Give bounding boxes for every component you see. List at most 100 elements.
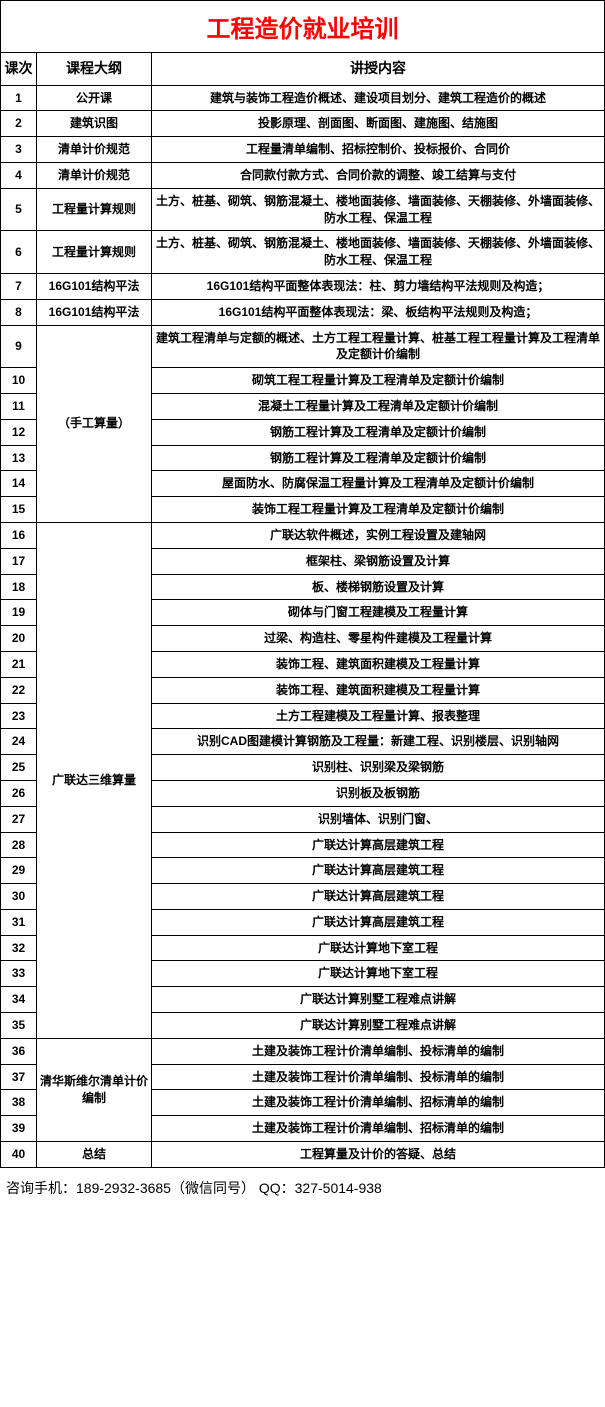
content-cell: 钢筋工程计算及工程清单及定额计价编制	[152, 419, 605, 445]
content-cell: 广联达软件概述，实例工程设置及建轴网	[152, 522, 605, 548]
content-cell: 广联达计算高层建筑工程	[152, 858, 605, 884]
lesson-number: 15	[1, 497, 37, 523]
lesson-number: 10	[1, 368, 37, 394]
content-cell: 16G101结构平面整体表现法：柱、剪力墙结构平法规则及构造；	[152, 273, 605, 299]
lesson-number: 13	[1, 445, 37, 471]
lesson-number: 5	[1, 188, 37, 231]
table-row: 2建筑识图投影原理、剖面图、断面图、建施图、结施图	[1, 111, 605, 137]
content-cell: 土建及装饰工程计价清单编制、招标清单的编制	[152, 1090, 605, 1116]
content-cell: 工程量清单编制、招标控制价、投标报价、合同价	[152, 137, 605, 163]
lesson-number: 35	[1, 1013, 37, 1039]
outline-cell: 16G101结构平法	[37, 299, 152, 325]
content-cell: 广联达计算高层建筑工程	[152, 884, 605, 910]
content-cell: 识别板及板钢筋	[152, 780, 605, 806]
outline-cell: 清单计价规范	[37, 137, 152, 163]
lesson-number: 24	[1, 729, 37, 755]
content-cell: 板、楼梯钢筋设置及计算	[152, 574, 605, 600]
lesson-number: 4	[1, 162, 37, 188]
header-content: 讲授内容	[152, 53, 605, 86]
lesson-number: 18	[1, 574, 37, 600]
header-num: 课次	[1, 53, 37, 86]
content-cell: 土建及装饰工程计价清单编制、投标清单的编制	[152, 1064, 605, 1090]
outline-cell: 公开课	[37, 85, 152, 111]
outline-cell: 建筑识图	[37, 111, 152, 137]
lesson-number: 25	[1, 755, 37, 781]
lesson-number: 21	[1, 651, 37, 677]
lesson-number: 30	[1, 884, 37, 910]
table-row: 4清单计价规范合同款付款方式、合同价款的调整、竣工结算与支付	[1, 162, 605, 188]
page-title: 工程造价就业培训	[0, 0, 605, 52]
content-cell: 建筑工程清单与定额的概述、土方工程工程量计算、桩基工程工程量计算及工程清单及定额…	[152, 325, 605, 368]
lesson-number: 9	[1, 325, 37, 368]
table-row: 1公开课建筑与装饰工程造价概述、建设项目划分、建筑工程造价的概述	[1, 85, 605, 111]
content-cell: 土方、桩基、砌筑、钢筋混凝土、楼地面装修、墙面装修、天棚装修、外墙面装修、防水工…	[152, 231, 605, 274]
content-cell: 土方工程建模及工程量计算、报表整理	[152, 703, 605, 729]
lesson-number: 36	[1, 1038, 37, 1064]
content-cell: 广联达计算高层建筑工程	[152, 832, 605, 858]
content-cell: 土方、桩基、砌筑、钢筋混凝土、楼地面装修、墙面装修、天棚装修、外墙面装修、防水工…	[152, 188, 605, 231]
content-cell: 砌筑工程工程量计算及工程清单及定额计价编制	[152, 368, 605, 394]
lesson-number: 16	[1, 522, 37, 548]
lesson-number: 1	[1, 85, 37, 111]
table-header-row: 课次 课程大纲 讲授内容	[1, 53, 605, 86]
content-cell: 广联达计算别墅工程难点讲解	[152, 987, 605, 1013]
contact-footer: 咨询手机：189-2932-3685（微信同号） QQ：327-5014-938	[0, 1168, 605, 1208]
content-cell: 广联达计算地下室工程	[152, 935, 605, 961]
content-cell: 过梁、构造柱、零星构件建模及工程量计算	[152, 626, 605, 652]
content-cell: 投影原理、剖面图、断面图、建施图、结施图	[152, 111, 605, 137]
content-cell: 16G101结构平面整体表现法：梁、板结构平法规则及构造；	[152, 299, 605, 325]
outline-cell: （手工算量）	[37, 325, 152, 522]
lesson-number: 27	[1, 806, 37, 832]
lesson-number: 37	[1, 1064, 37, 1090]
lesson-number: 39	[1, 1116, 37, 1142]
lesson-number: 26	[1, 780, 37, 806]
table-row: 36清华斯维尔清单计价编制土建及装饰工程计价清单编制、投标清单的编制	[1, 1038, 605, 1064]
outline-cell: 总结	[37, 1142, 152, 1168]
table-row: 716G101结构平法16G101结构平面整体表现法：柱、剪力墙结构平法规则及构…	[1, 273, 605, 299]
table-row: 6工程量计算规则土方、桩基、砌筑、钢筋混凝土、楼地面装修、墙面装修、天棚装修、外…	[1, 231, 605, 274]
content-cell: 装饰工程、建筑面积建模及工程量计算	[152, 677, 605, 703]
lesson-number: 19	[1, 600, 37, 626]
content-cell: 装饰工程工程量计算及工程清单及定额计价编制	[152, 497, 605, 523]
table-row: 40总结工程算量及计价的答疑、总结	[1, 1142, 605, 1168]
content-cell: 框架柱、梁钢筋设置及计算	[152, 548, 605, 574]
lesson-number: 2	[1, 111, 37, 137]
header-outline: 课程大纲	[37, 53, 152, 86]
lesson-number: 6	[1, 231, 37, 274]
content-cell: 钢筋工程计算及工程清单及定额计价编制	[152, 445, 605, 471]
content-cell: 识别柱、识别梁及梁钢筋	[152, 755, 605, 781]
lesson-number: 20	[1, 626, 37, 652]
lesson-number: 7	[1, 273, 37, 299]
lesson-number: 34	[1, 987, 37, 1013]
content-cell: 识别墙体、识别门窗、	[152, 806, 605, 832]
table-row: 9（手工算量）建筑工程清单与定额的概述、土方工程工程量计算、桩基工程工程量计算及…	[1, 325, 605, 368]
lesson-number: 14	[1, 471, 37, 497]
content-cell: 建筑与装饰工程造价概述、建设项目划分、建筑工程造价的概述	[152, 85, 605, 111]
table-row: 16广联达三维算量广联达软件概述，实例工程设置及建轴网	[1, 522, 605, 548]
content-cell: 土建及装饰工程计价清单编制、投标清单的编制	[152, 1038, 605, 1064]
outline-cell: 广联达三维算量	[37, 522, 152, 1038]
lesson-number: 32	[1, 935, 37, 961]
outline-cell: 工程量计算规则	[37, 231, 152, 274]
content-cell: 合同款付款方式、合同价款的调整、竣工结算与支付	[152, 162, 605, 188]
lesson-number: 3	[1, 137, 37, 163]
lesson-number: 11	[1, 393, 37, 419]
outline-cell: 清华斯维尔清单计价编制	[37, 1038, 152, 1141]
lesson-number: 22	[1, 677, 37, 703]
table-row: 3清单计价规范工程量清单编制、招标控制价、投标报价、合同价	[1, 137, 605, 163]
content-cell: 广联达计算地下室工程	[152, 961, 605, 987]
content-cell: 砌体与门窗工程建模及工程量计算	[152, 600, 605, 626]
table-row: 816G101结构平法16G101结构平面整体表现法：梁、板结构平法规则及构造；	[1, 299, 605, 325]
lesson-number: 38	[1, 1090, 37, 1116]
lesson-number: 8	[1, 299, 37, 325]
content-cell: 装饰工程、建筑面积建模及工程量计算	[152, 651, 605, 677]
outline-cell: 清单计价规范	[37, 162, 152, 188]
content-cell: 土建及装饰工程计价清单编制、招标清单的编制	[152, 1116, 605, 1142]
lesson-number: 29	[1, 858, 37, 884]
content-cell: 工程算量及计价的答疑、总结	[152, 1142, 605, 1168]
table-row: 5工程量计算规则土方、桩基、砌筑、钢筋混凝土、楼地面装修、墙面装修、天棚装修、外…	[1, 188, 605, 231]
content-cell: 屋面防水、防腐保温工程量计算及工程清单及定额计价编制	[152, 471, 605, 497]
lesson-number: 40	[1, 1142, 37, 1168]
content-cell: 广联达计算高层建筑工程	[152, 909, 605, 935]
content-cell: 识别CAD图建模计算钢筋及工程量：新建工程、识别楼层、识别轴网	[152, 729, 605, 755]
